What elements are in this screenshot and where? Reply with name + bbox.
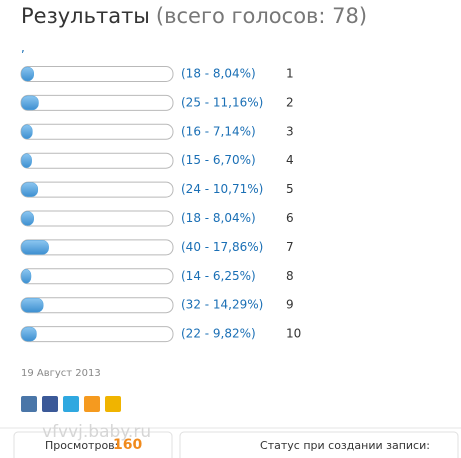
views-box bbox=[13, 431, 173, 458]
value-label: (15 - 6,70%) bbox=[181, 153, 256, 167]
status-box bbox=[179, 431, 459, 458]
value-label: (25 - 11,16%) bbox=[181, 95, 263, 109]
marker: , bbox=[21, 41, 25, 55]
mail-icon[interactable] bbox=[105, 396, 121, 412]
option-label: 10 bbox=[286, 327, 301, 341]
share-icons bbox=[21, 396, 121, 412]
bar bbox=[21, 153, 32, 168]
facebook-icon[interactable] bbox=[42, 396, 58, 412]
twitter-icon[interactable] bbox=[63, 396, 79, 412]
option-label: 6 bbox=[286, 211, 294, 225]
bar-track bbox=[20, 268, 174, 285]
watermark: vfvvj.baby.ru bbox=[42, 422, 151, 442]
bar-track bbox=[20, 326, 174, 343]
option-label: 5 bbox=[286, 182, 294, 196]
title-main: Результаты bbox=[21, 4, 150, 28]
value-label: (16 - 7,14%) bbox=[181, 124, 256, 138]
value-label: (18 - 8,04%) bbox=[181, 67, 256, 81]
bar-track bbox=[20, 152, 174, 169]
title-total: (всего голосов: 78) bbox=[156, 4, 367, 28]
option-label: 9 bbox=[286, 298, 294, 312]
bar bbox=[21, 95, 39, 111]
bar bbox=[21, 66, 34, 82]
option-label: 8 bbox=[286, 269, 294, 283]
option-label: 2 bbox=[286, 95, 294, 109]
bar bbox=[21, 269, 32, 284]
title: Результаты (всего голосов: 78) bbox=[21, 4, 367, 28]
value-label: (22 - 9,82%) bbox=[181, 327, 256, 341]
date: 19 Август 2013 bbox=[21, 368, 101, 379]
value-label: (32 - 14,29%) bbox=[181, 298, 263, 312]
bar bbox=[21, 326, 37, 342]
value-label: (40 - 17,86%) bbox=[181, 240, 263, 254]
bar bbox=[21, 240, 49, 255]
option-label: 7 bbox=[286, 240, 294, 254]
bar-track bbox=[20, 297, 174, 314]
bar bbox=[21, 182, 39, 197]
status-label: Статус при создании записи: bbox=[260, 439, 430, 452]
option-label: 3 bbox=[286, 124, 294, 138]
value-label: (24 - 10,71%) bbox=[181, 182, 263, 196]
bar-track bbox=[20, 94, 174, 111]
views-label: Просмотров: bbox=[45, 439, 118, 452]
bar-track bbox=[20, 123, 174, 140]
bar bbox=[21, 211, 34, 226]
option-label: 4 bbox=[286, 153, 294, 167]
views-count: 160 bbox=[113, 437, 142, 453]
vk-icon[interactable] bbox=[21, 396, 37, 412]
bar bbox=[21, 297, 44, 313]
option-label: 1 bbox=[286, 67, 294, 81]
bar bbox=[21, 124, 33, 140]
value-label: (18 - 8,04%) bbox=[181, 211, 256, 225]
bar-track bbox=[20, 181, 174, 198]
bar-track bbox=[20, 239, 174, 256]
bar-track bbox=[20, 66, 174, 82]
bar-track bbox=[20, 210, 174, 227]
ok-icon[interactable] bbox=[84, 396, 100, 412]
value-label: (14 - 6,25%) bbox=[181, 269, 256, 283]
